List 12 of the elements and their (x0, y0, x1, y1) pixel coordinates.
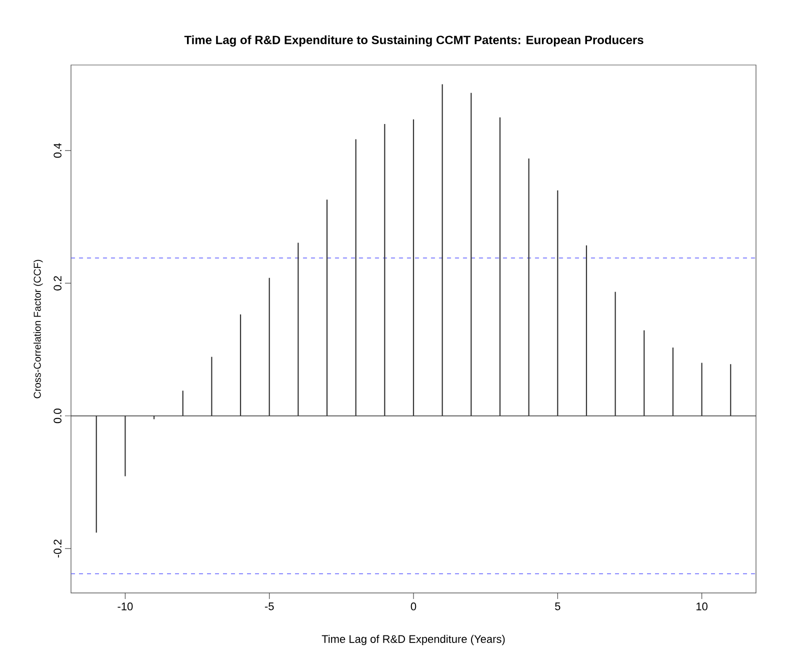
y-tick-label: 0.4 (54, 143, 62, 158)
x-tick-label: 10 (696, 602, 708, 610)
x-axis-title: Time Lag of R&D Expenditure (Years) (322, 634, 505, 646)
x-tick-label: 0 (410, 602, 416, 610)
y-tick-label: 0.0 (54, 408, 62, 424)
x-tick-label: 5 (555, 602, 560, 610)
y-tick-label: -0.2 (54, 540, 62, 558)
chart-title: Time Lag of R&D Expenditure to Sustaining CCMT Patents: European Producers (184, 35, 644, 47)
y-axis-title: Cross-Correlation Factor (CCF) (34, 260, 43, 398)
x-tick-label: -10 (118, 602, 133, 610)
x-tick-label: -5 (264, 602, 274, 610)
y-tick-label: 0.2 (54, 276, 62, 290)
